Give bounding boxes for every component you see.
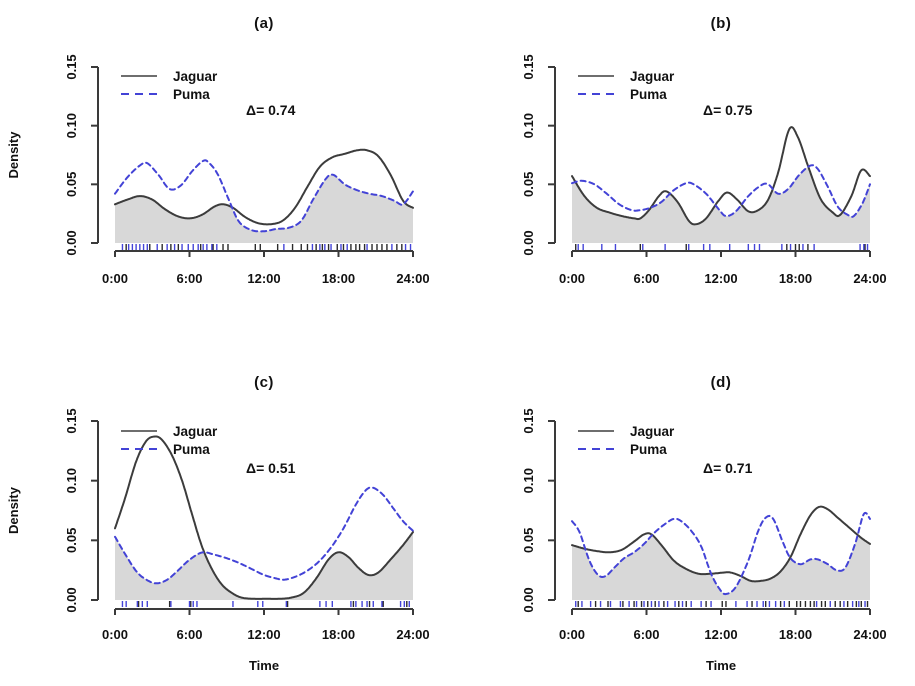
- puma-density-curve: [114, 159, 414, 233]
- x-tick-label: 18:00: [779, 627, 812, 642]
- x-tick-label: 6:00: [176, 627, 202, 642]
- x-axis-title: Time: [706, 658, 736, 673]
- y-tick-label: 0.10: [521, 113, 536, 138]
- puma-density-curve: [114, 486, 414, 585]
- legend-jaguar-label: Jaguar: [630, 424, 675, 439]
- y-tick-label: 0.05: [521, 528, 536, 553]
- panel-title: (c): [254, 374, 274, 391]
- panel-c-chart: 0.00 0.05 0.10 0.15 0:00 6:00 12:00 18:00 24:00 J…: [6, 374, 430, 673]
- jaguar-density-curve: [114, 148, 414, 226]
- y-tick-label: 0.05: [64, 528, 79, 553]
- x-tick-label: 12:00: [247, 627, 280, 642]
- panel-a-chart: 0.00 0.05 0.10 0.15 0:00 6:00 12:00 18:00 24:00 J…: [6, 15, 430, 286]
- y-tick-label: 0.15: [64, 54, 79, 79]
- y-axis-title: Density: [6, 131, 21, 179]
- delta-value-label: Δ= 0.74: [246, 102, 296, 118]
- legend-puma-label: Puma: [173, 442, 210, 457]
- x-tick-label: 0:00: [559, 627, 585, 642]
- panel-c: 0.00 0.05 0.10 0.15 0:00 6:00 12:00 18:00 24:00 J…: [0, 343, 457, 686]
- panel-title: (a): [254, 15, 274, 32]
- panel-d: 0.00 0.05 0.10 0.15 0:00 6:00 12:00 18:00 24:00 J…: [457, 343, 915, 686]
- x-tick-label: 24:00: [853, 271, 886, 286]
- overlap-area: [115, 532, 413, 600]
- overlap-area: [115, 174, 413, 243]
- legend-jaguar-label: Jaguar: [630, 69, 675, 84]
- y-tick-label: 0.10: [64, 113, 79, 138]
- panel-b: 0.00 0.05 0.10 0.15 0:00 6:00 12:00 18:00 24:00 J…: [457, 0, 915, 343]
- y-tick-label: 0.00: [64, 587, 79, 612]
- y-tick-label: 0.00: [64, 230, 79, 255]
- x-tick-label: 6:00: [633, 627, 659, 642]
- legend-jaguar-label: Jaguar: [173, 69, 218, 84]
- y-tick-label: 0.10: [64, 468, 79, 493]
- y-tick-label: 0.15: [521, 54, 536, 79]
- x-tick-label: 0:00: [102, 271, 128, 286]
- legend-puma-label: Puma: [173, 87, 210, 102]
- x-tick-label: 0:00: [102, 627, 128, 642]
- x-tick-label: 12:00: [704, 627, 737, 642]
- legend-jaguar-label: Jaguar: [173, 424, 218, 439]
- panel-d-chart: 0.00 0.05 0.10 0.15 0:00 6:00 12:00 18:00 24:00 J…: [521, 374, 887, 673]
- legend-puma-label: Puma: [630, 87, 667, 102]
- x-tick-label: 18:00: [779, 271, 812, 286]
- y-tick-label: 0.00: [521, 230, 536, 255]
- panel-title: (b): [711, 15, 732, 32]
- panel-title: (d): [711, 374, 732, 391]
- x-axis-title: Time: [249, 658, 279, 673]
- puma-density-curve: [571, 164, 871, 218]
- overlap-area: [572, 166, 870, 243]
- delta-value-label: Δ= 0.75: [703, 102, 753, 118]
- x-tick-label: 24:00: [396, 271, 429, 286]
- panel-b-chart: 0.00 0.05 0.10 0.15 0:00 6:00 12:00 18:00 24:00 J…: [521, 15, 887, 286]
- y-tick-label: 0.10: [521, 468, 536, 493]
- y-tick-label: 0.15: [521, 408, 536, 433]
- x-tick-label: 6:00: [176, 271, 202, 286]
- y-tick-label: 0.15: [64, 408, 79, 433]
- overlap-area: [572, 535, 870, 600]
- jaguar-density-curve: [114, 435, 414, 600]
- delta-value-label: Δ= 0.71: [703, 460, 753, 476]
- panel-a: 0.00 0.05 0.10 0.15 0:00 6:00 12:00 18:00 24:00 J…: [0, 0, 457, 343]
- jaguar-density-curve: [571, 126, 871, 226]
- x-tick-label: 24:00: [853, 627, 886, 642]
- y-axis-title: Density: [6, 486, 21, 534]
- x-tick-label: 12:00: [247, 271, 280, 286]
- x-tick-label: 0:00: [559, 271, 585, 286]
- x-tick-label: 12:00: [704, 271, 737, 286]
- x-tick-label: 24:00: [396, 627, 429, 642]
- x-tick-label: 18:00: [322, 271, 355, 286]
- y-tick-label: 0.00: [521, 587, 536, 612]
- x-tick-label: 6:00: [633, 271, 659, 286]
- y-tick-label: 0.05: [521, 172, 536, 197]
- x-tick-label: 18:00: [322, 627, 355, 642]
- delta-value-label: Δ= 0.51: [246, 460, 296, 476]
- y-tick-label: 0.05: [64, 172, 79, 197]
- legend-puma-label: Puma: [630, 442, 667, 457]
- jaguar-density-curve: [571, 505, 871, 583]
